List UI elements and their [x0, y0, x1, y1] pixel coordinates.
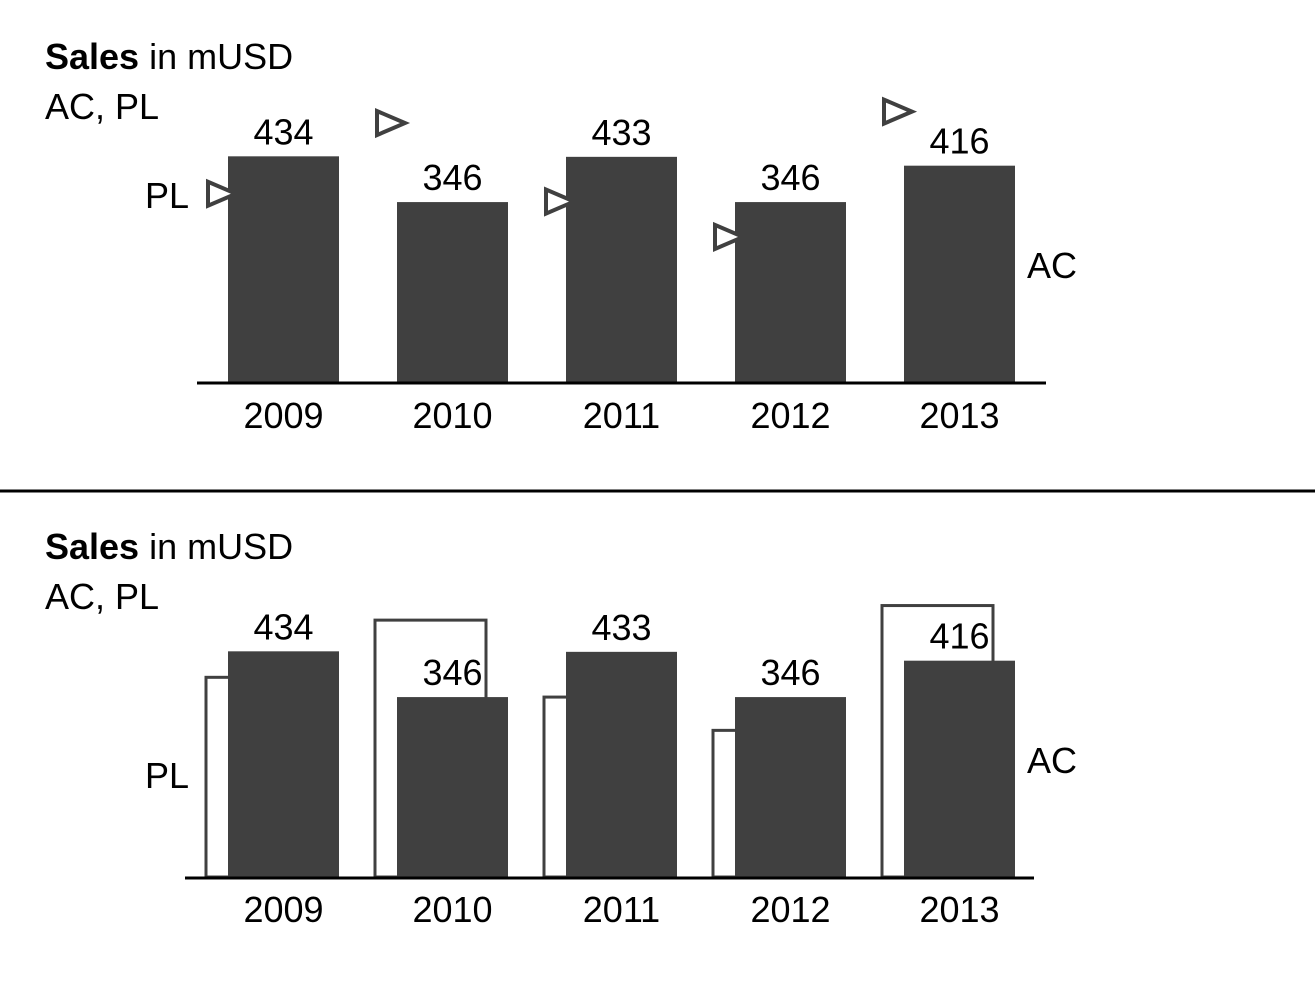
chart-1-ac-bar-2009	[228, 156, 339, 382]
chart-2-data-label-2010: 346	[422, 652, 482, 693]
chart-1-ac-bar-2010	[397, 202, 508, 382]
chart-2-ac-bar-2012	[735, 697, 846, 877]
chart-2-data-label-2013: 416	[929, 616, 989, 657]
chart-2-ac-bar-2011	[566, 651, 677, 877]
chart-1-tick-label-2009: 2009	[243, 395, 323, 436]
chart-1-data-label-2012: 346	[760, 157, 820, 198]
chart-2-tick-label-2009: 2009	[243, 889, 323, 930]
chart-1-title-rest: in mUSD	[139, 36, 293, 77]
chart-2-tick-label-2010: 2010	[412, 889, 492, 930]
chart-2-tick-label-2012: 2012	[750, 889, 830, 930]
chart-2-subtitle: AC, PL	[45, 576, 159, 617]
chart-2-title-bold: Sales	[45, 526, 139, 567]
chart-2-ac-bar-2009	[228, 651, 339, 877]
chart-1-data-label-2011: 433	[591, 112, 651, 153]
chart-2-tick-label-2013: 2013	[919, 889, 999, 930]
chart-2-title-rest: in mUSD	[139, 526, 293, 567]
chart-2-data-label-2011: 433	[591, 607, 651, 648]
chart-2-ac-bar-2013	[904, 660, 1015, 877]
chart-1-pl-marker-2012	[713, 221, 749, 252]
chart-1-marks: 434 346 433 346 416 2009 2010 2011 2012 2013	[197, 96, 1046, 436]
chart-1-title: Sales in mUSD	[45, 36, 293, 77]
chart-1-pl-marker-2009	[206, 178, 242, 209]
chart-1-data-label-2013: 416	[929, 121, 989, 162]
chart-2-pl-label: PL	[145, 755, 189, 796]
chart-1-ac-label: AC	[1027, 245, 1077, 286]
chart-1-subtitle: AC, PL	[45, 86, 159, 127]
chart-1-ac-bar-2012	[735, 202, 846, 382]
chart-1-pl-marker-2011	[544, 186, 580, 217]
chart-2-data-label-2012: 346	[760, 652, 820, 693]
chart-2-title: Sales in mUSD	[45, 526, 293, 567]
chart-1-pl-marker-2013	[882, 96, 918, 127]
chart-1-data-label-2009: 434	[253, 111, 313, 152]
chart-2-marks: 434 346 433 346 416 2009 2010 2011 2012 2013	[185, 604, 1034, 930]
chart-1-tick-label-2010: 2010	[412, 395, 492, 436]
chart-1-pl-label: PL	[145, 175, 189, 216]
chart-2-tick-label-2011: 2011	[583, 889, 660, 930]
chart-1-ac-bar-2011	[566, 156, 677, 382]
chart-1-tick-label-2012: 2012	[750, 395, 830, 436]
chart-1-tick-label-2013: 2013	[919, 395, 999, 436]
chart-1-tick-label-2011: 2011	[583, 395, 660, 436]
chart-1-data-label-2010: 346	[422, 157, 482, 198]
chart-2-ac-bar-2010	[397, 697, 508, 877]
chart-2-data-label-2009: 434	[253, 606, 313, 647]
chart-1-title-bold: Sales	[45, 36, 139, 77]
chart-1-pl-marker-2010	[375, 108, 411, 139]
chart-2-ac-label: AC	[1027, 740, 1077, 781]
chart-1-ac-bar-2013	[904, 165, 1015, 382]
